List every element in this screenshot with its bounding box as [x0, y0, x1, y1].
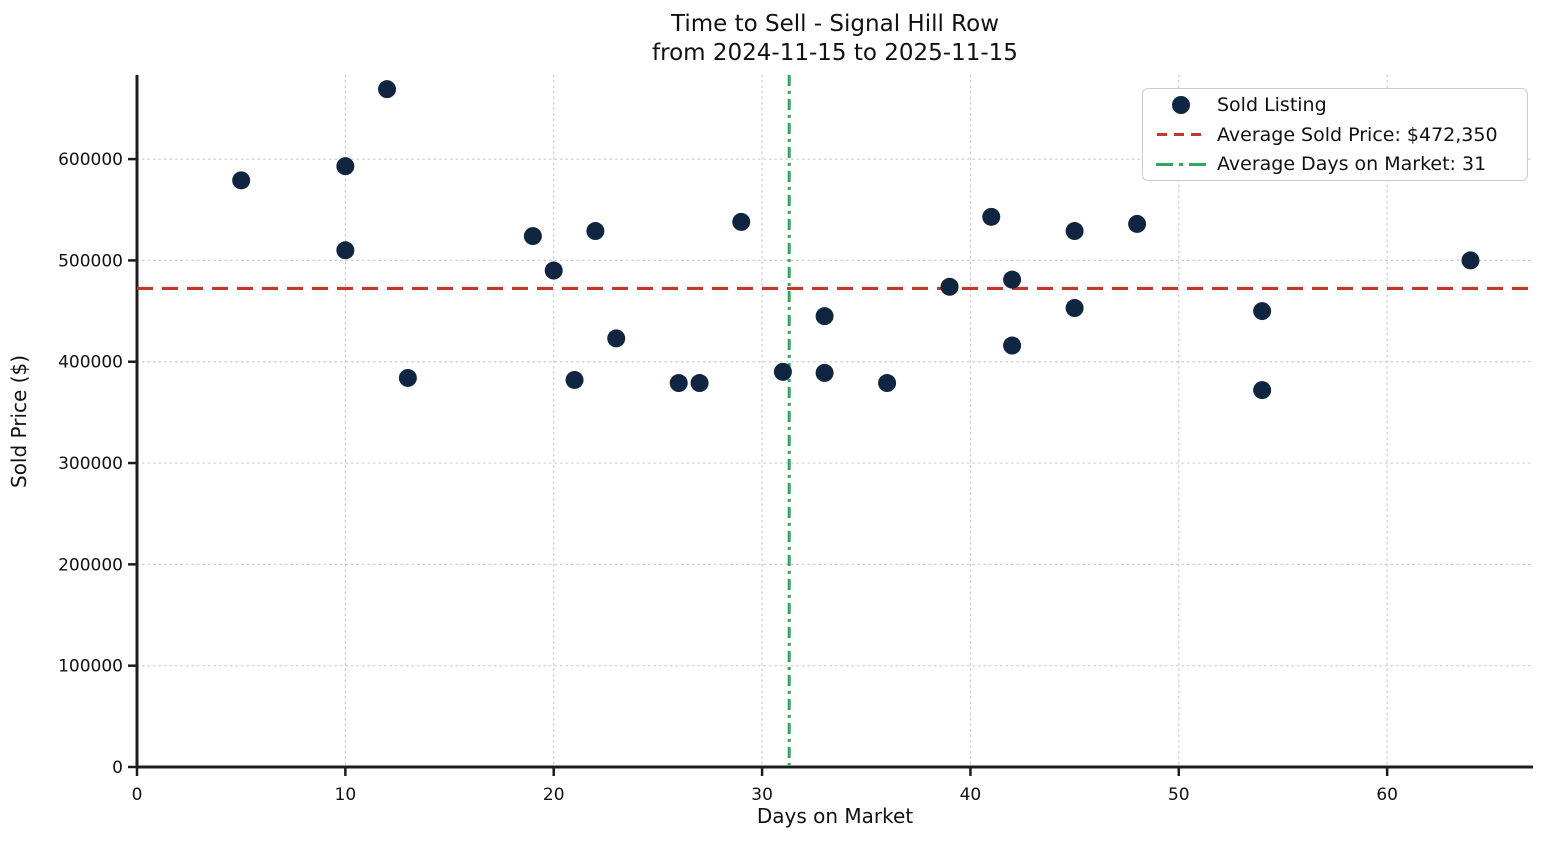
x-tick-label: 60	[1376, 785, 1398, 805]
data-point	[565, 370, 584, 389]
data-point	[336, 157, 355, 176]
y-tick-label: 400000	[58, 353, 123, 373]
y-axis-label: Sold Price ($)	[7, 354, 31, 488]
y-tick-label: 300000	[58, 454, 123, 474]
x-tick-label: 50	[1168, 785, 1190, 805]
data-point	[773, 362, 792, 381]
data-point	[1253, 302, 1272, 321]
chart-title-line1: Time to Sell - Signal Hill Row	[670, 11, 1000, 37]
data-point	[878, 374, 897, 393]
data-point	[1461, 251, 1480, 270]
x-tick-label: 20	[543, 785, 565, 805]
data-point	[690, 374, 709, 393]
x-tick-label: 30	[751, 785, 773, 805]
legend-label: Average Days on Market: 31	[1217, 153, 1487, 176]
data-point	[815, 307, 834, 326]
y-tick-label: 600000	[58, 150, 123, 170]
x-tick-label: 40	[960, 785, 982, 805]
data-point	[1003, 270, 1022, 289]
x-tick-label: 0	[132, 785, 143, 805]
sold-listing-marker-icon	[1172, 95, 1190, 114]
legend-label: Average Sold Price: $472,350	[1217, 123, 1498, 146]
data-point	[1065, 299, 1084, 318]
y-tick-label: 500000	[58, 251, 123, 271]
dashdot-line-icon	[1156, 162, 1206, 166]
chart-title-line2: from 2024-11-15 to 2025-11-15	[652, 40, 1018, 66]
data-point	[398, 368, 417, 387]
data-point	[1253, 381, 1272, 400]
data-point	[732, 212, 751, 231]
legend-item-average-sold-price: Average Sold Price: $472,350	[1153, 121, 1527, 149]
y-tick-label: 0	[112, 758, 123, 778]
x-axis-label: Days on Market	[756, 804, 914, 828]
legend-item-average-days-on-market: Average Days on Market: 31	[1153, 150, 1527, 178]
y-tick-label: 200000	[58, 555, 123, 575]
dashed-line-icon	[1157, 132, 1205, 137]
data-point	[669, 374, 688, 393]
data-point	[1065, 222, 1084, 241]
data-point	[815, 363, 834, 382]
y-tick-label: 100000	[58, 657, 123, 677]
data-point	[607, 329, 626, 348]
data-point	[1003, 336, 1022, 355]
legend: Sold Listing Average Sold Price: $472,35…	[1142, 88, 1528, 181]
data-point	[523, 227, 542, 246]
data-point	[982, 207, 1001, 226]
data-point	[544, 261, 563, 280]
data-point	[586, 222, 605, 241]
data-point	[378, 80, 397, 99]
legend-item-sold-listing: Sold Listing	[1153, 91, 1527, 119]
chart-title: Time to Sell - Signal Hill Row from 2024…	[137, 10, 1533, 68]
data-point	[336, 241, 355, 260]
data-point	[940, 277, 959, 296]
legend-label: Sold Listing	[1217, 93, 1327, 116]
data-point	[1128, 214, 1147, 233]
data-point	[232, 171, 251, 190]
x-tick-label: 10	[335, 785, 357, 805]
